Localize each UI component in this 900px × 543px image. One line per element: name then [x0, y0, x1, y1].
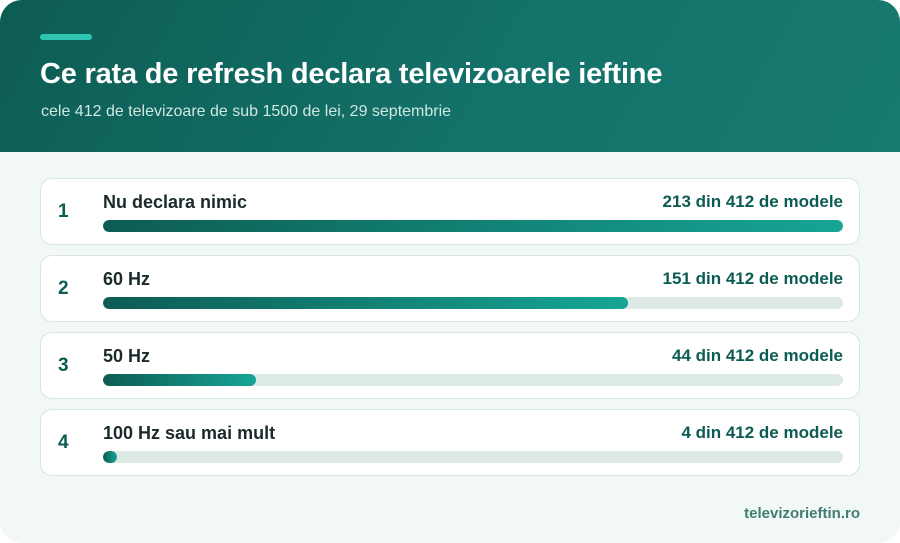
bar-track [103, 374, 843, 386]
rank-label: 2 [58, 278, 69, 299]
bar-track [103, 297, 843, 309]
rank-label: 4 [58, 432, 69, 453]
value-label: 151 din 412 de modele [662, 269, 843, 288]
bar [103, 297, 628, 309]
value-label: 213 din 412 de modele [662, 192, 843, 211]
category-label: 100 Hz sau mai mult [103, 423, 276, 443]
bar-track [103, 451, 843, 463]
source-label: televizorieftin.ro [744, 505, 860, 522]
bar-rows: 1 Nu declara nimic 213 din 412 de modele 2 6… [40, 178, 860, 486]
bar [103, 451, 117, 463]
chart-title: Ce rata de refresh declara televizoarele… [40, 58, 663, 90]
rank-label: 3 [58, 355, 69, 376]
bar-row: 2 60 Hz 151 din 412 de modele [40, 255, 860, 322]
category-label: 50 Hz [103, 346, 151, 366]
bar-row: 3 50 Hz 44 din 412 de modele [40, 332, 860, 399]
bar-row: 4 100 Hz sau mai mult 4 din 412 de modele [40, 409, 860, 476]
rank-label: 1 [58, 201, 69, 222]
bar-row: 1 Nu declara nimic 213 din 412 de modele [40, 178, 860, 245]
accent-line [40, 34, 92, 40]
category-label: 60 Hz [103, 269, 151, 289]
bar [103, 374, 256, 386]
chart-subtitle: cele 412 de televizoare de sub 1500 de l… [41, 103, 452, 120]
category-label: Nu declara nimic [103, 192, 248, 212]
bar [103, 220, 843, 232]
value-label: 4 din 412 de modele [681, 423, 843, 442]
bar-track [103, 220, 843, 232]
value-label: 44 din 412 de modele [671, 346, 843, 365]
header: Ce rata de refresh declara televizoarele… [0, 0, 900, 152]
